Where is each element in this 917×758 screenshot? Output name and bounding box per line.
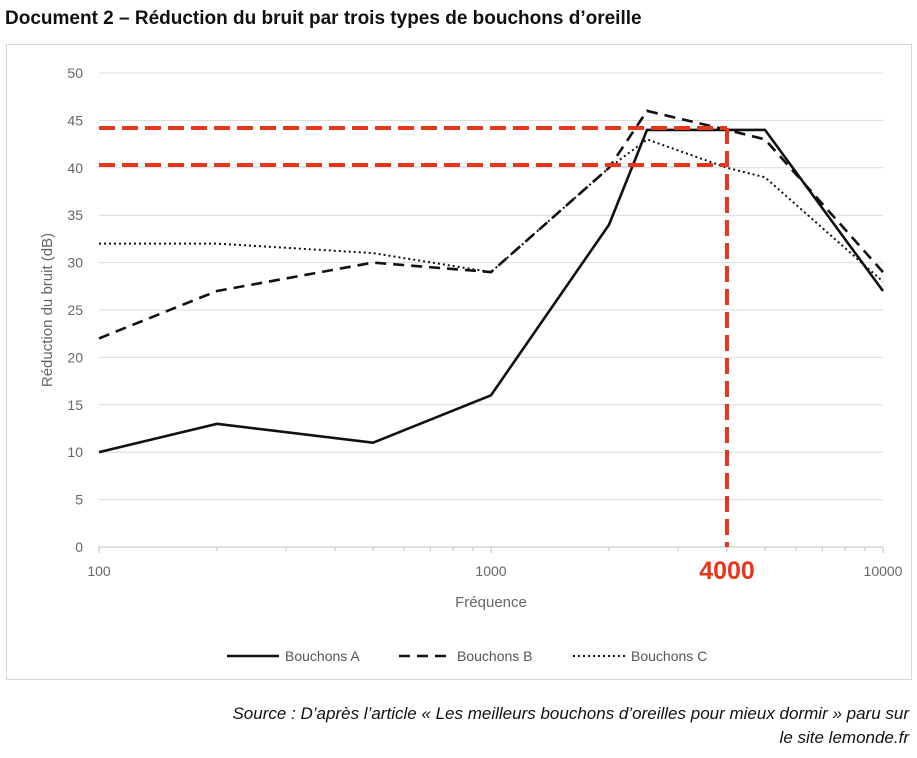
source-line-1: Source : D’après l’article « Les meilleu…: [232, 704, 909, 723]
y-axis-title: Réduction du bruit (dB): [39, 233, 56, 387]
series-line-b: [98, 109, 884, 340]
x-axis-title: Fréquence: [455, 594, 527, 611]
y-tick-label: 0: [75, 539, 83, 555]
annotation-layer: 4000: [99, 125, 755, 585]
y-tick-label: 45: [67, 112, 83, 128]
x-tick-label: 100: [87, 563, 111, 579]
y-tick-label: 50: [67, 65, 83, 81]
legend-label: Bouchons B: [457, 648, 533, 664]
y-tick-label: 35: [67, 207, 83, 223]
grid-lines: [99, 72, 883, 548]
series-line-c: [99, 138, 884, 283]
y-tick-labels: 0 5 10 15 20 25 30 35 40 45 50: [67, 65, 83, 555]
series-layer: [98, 109, 885, 454]
annotation-x-label: 4000: [699, 557, 755, 585]
x-tick-label: 1000: [475, 563, 506, 579]
chart-frame: 0 5 10 15 20 25 30 35 40 45 50 100 1000 10000 4000 R…: [6, 44, 912, 680]
y-tick-label: 30: [67, 255, 83, 271]
y-tick-label: 15: [67, 397, 83, 413]
y-tick-label: 10: [67, 444, 83, 460]
source-line-2: le site lemonde.fr: [779, 728, 909, 747]
legend-label: Bouchons C: [631, 648, 707, 664]
legend-label: Bouchons A: [285, 648, 360, 664]
source-note: Source : D’après l’article « Les meilleu…: [29, 702, 909, 750]
x-tick-label: 10000: [864, 563, 903, 579]
y-tick-label: 20: [67, 349, 83, 365]
y-tick-label: 5: [75, 492, 83, 508]
y-tick-label: 40: [67, 160, 83, 176]
legend: Bouchons A Bouchons B Bouchons C: [227, 648, 707, 664]
x-tick-labels: 100 1000 10000: [87, 563, 902, 579]
x-minor-ticks: [98, 547, 884, 553]
y-tick-label: 25: [67, 302, 83, 318]
line-chart: 0 5 10 15 20 25 30 35 40 45 50 100 1000 10000 4000 R…: [39, 65, 903, 664]
series-line-a: [98, 128, 885, 454]
document-title: Document 2 – Réduction du bruit par troi…: [5, 8, 642, 29]
